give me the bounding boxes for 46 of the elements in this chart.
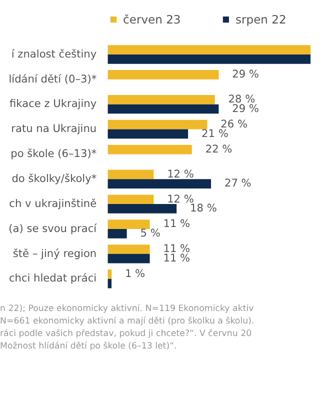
bar [108, 220, 150, 229]
data-label: 22 % [205, 143, 232, 156]
bar [108, 179, 212, 188]
data-label: 21 % [202, 128, 228, 140]
y-tick-label: fikace z Ukrajiny [10, 98, 97, 110]
bar [108, 228, 127, 238]
data-label: 11 % [163, 218, 190, 230]
bar [108, 104, 219, 114]
y-tick-label: ště – jiný region [12, 248, 97, 260]
bar [108, 45, 311, 54]
y-tick-label: ch v ukrajinštině [9, 198, 97, 210]
bar [108, 70, 219, 80]
legend-label: srpen 22 [236, 12, 286, 26]
data-label: 29 % [232, 102, 259, 115]
bar [108, 144, 192, 154]
data-label: 27 % [224, 178, 252, 190]
bar [108, 254, 150, 264]
data-label: 11 % [163, 252, 190, 264]
text: n 22); Pouze ekonomicky aktivní. N=119 Ekonomicky aktiv [0, 304, 254, 314]
data-label: 26 % [220, 118, 248, 130]
y-tick-label: (a) se svou prací [8, 222, 98, 235]
legend-label: červen 23 [123, 12, 181, 26]
bar [108, 244, 150, 254]
y-tick-label: í znalost češtiny [11, 48, 97, 60]
y-tick-label: do školky/školy* [12, 173, 97, 186]
text: Možnost hlídání dětí po škole (6–13 let)“. [0, 341, 177, 352]
text: ráci podle vašich představ, pokud ji chcete?“. V červnu 20 [0, 328, 252, 339]
y-tick-label: lídání dětí (0–3)* [8, 73, 97, 86]
bar [108, 204, 177, 214]
text: N=661 ekonomicky aktivní a mají děti (pro školku a školu). [0, 316, 254, 326]
bar [108, 94, 215, 104]
data-label: 5 % [140, 228, 160, 240]
data-label: 12 % [167, 193, 194, 206]
y-tick-label: ratu na Ukrajinu [11, 123, 97, 136]
bar [108, 269, 112, 279]
bar [108, 194, 154, 204]
bar [108, 120, 208, 130]
data-label: 1 % [124, 268, 146, 280]
bar [108, 54, 311, 64]
data-label: 18 % [190, 202, 217, 215]
y-tick-label: po škole (6–13)* [10, 148, 97, 160]
y-tick-label: chci hledat práci [8, 272, 97, 285]
bar [108, 129, 188, 139]
data-label: 29 % [232, 68, 259, 81]
data-label: 12 % [167, 168, 194, 180]
bar [108, 170, 154, 180]
